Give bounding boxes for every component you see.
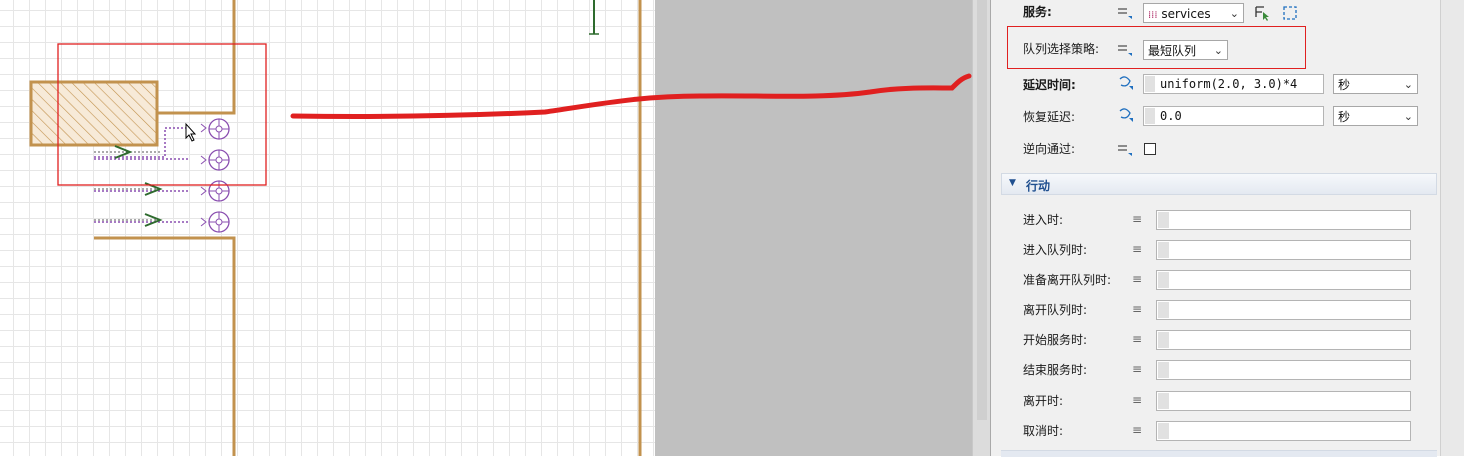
service-label: 服务: <box>1023 5 1052 19</box>
service-point-icon[interactable] <box>208 211 230 233</box>
properties-scrollbar[interactable] <box>972 0 991 456</box>
empty-panel-area <box>655 0 972 456</box>
static-value-mode-icon[interactable] <box>1118 44 1132 56</box>
pick-in-canvas-icon[interactable] <box>1283 6 1297 20</box>
queue-end-arrow-icon <box>200 123 207 133</box>
code-mode-icon[interactable]: ≡ <box>1132 272 1143 286</box>
recovery-delay-label: 恢复延迟: <box>1023 110 1076 124</box>
canvas-drawing <box>29 0 642 456</box>
on-exit-code-field[interactable] <box>1156 391 1411 411</box>
delay-unit-value: 秒 <box>1338 78 1351 92</box>
code-mode-icon[interactable]: ≡ <box>1132 393 1143 407</box>
on-cancel-code-field[interactable] <box>1156 421 1411 441</box>
action-label: 离开队列时: <box>1023 303 1088 317</box>
walls[interactable] <box>94 0 642 456</box>
field-gutter <box>1158 332 1169 348</box>
queue-line-1[interactable] <box>94 127 188 158</box>
field-gutter <box>1145 76 1155 92</box>
mouse-cursor-icon <box>185 122 197 142</box>
chevron-down-icon: ⌄ <box>1403 78 1413 91</box>
action-label: 开始服务时: <box>1023 333 1088 347</box>
flow-arrow-icon <box>144 213 163 227</box>
action-label: 取消时: <box>1023 424 1064 438</box>
recovery-delay-value: 0.0 <box>1160 109 1182 123</box>
on-service-end-code-field[interactable] <box>1156 360 1411 380</box>
reverse-pass-checkbox[interactable] <box>1144 143 1156 155</box>
highlight-box-policy <box>1007 26 1306 69</box>
reverse-pass-label: 逆向通过: <box>1023 142 1076 156</box>
service-point-icon[interactable] <box>208 118 230 140</box>
recovery-delay-input[interactable]: 0.0 <box>1143 106 1324 126</box>
queue-end-arrow-icon <box>200 155 207 165</box>
action-label: 结束服务时: <box>1023 363 1088 377</box>
actions-section-title: 行动 <box>1026 179 1051 193</box>
field-gutter <box>1158 423 1169 439</box>
flow-arrow-icon <box>114 145 133 159</box>
scrollbar-thumb[interactable] <box>977 0 987 420</box>
code-mode-icon[interactable]: ≡ <box>1132 212 1143 226</box>
action-label: 离开时: <box>1023 394 1064 408</box>
service-queues[interactable] <box>94 118 230 233</box>
queue-policy-label: 队列选择策略: <box>1023 42 1100 56</box>
dynamic-value-mode-icon[interactable] <box>1117 108 1133 122</box>
recovery-unit-dropdown[interactable]: 秒 ⌄ <box>1333 106 1418 126</box>
field-gutter <box>1158 212 1169 228</box>
field-gutter <box>1158 242 1169 258</box>
obstacle-area[interactable] <box>29 80 159 147</box>
queue-policy-dropdown[interactable]: 最短队列 ⌄ <box>1143 40 1228 60</box>
code-mode-icon[interactable]: ≡ <box>1132 242 1143 256</box>
service-value: services <box>1161 7 1211 21</box>
on-ready-exit-queue-code-field[interactable] <box>1156 270 1411 290</box>
service-point-icon[interactable] <box>208 149 230 171</box>
actions-section-header[interactable]: ▼ 行动 <box>1001 173 1437 195</box>
field-gutter <box>1158 393 1169 409</box>
code-mode-icon[interactable]: ≡ <box>1132 332 1143 346</box>
code-mode-icon[interactable]: ≡ <box>1132 362 1143 376</box>
agent-population-icon: ⁞⁞⁞ <box>1148 10 1158 21</box>
action-label: 进入时: <box>1023 213 1064 227</box>
field-gutter <box>1145 108 1155 124</box>
chevron-down-icon: ⌄ <box>1229 7 1239 20</box>
on-service-start-code-field[interactable] <box>1156 330 1411 350</box>
code-mode-icon[interactable]: ≡ <box>1132 302 1143 316</box>
properties-panel: 服务: ⁞⁞⁞ services ⌄ 队列选择策略: 最短队列 ⌄ 延迟时间: … <box>990 0 1464 457</box>
field-gutter <box>1158 272 1169 288</box>
queue-policy-value: 最短队列 <box>1148 44 1197 58</box>
delay-unit-dropdown[interactable]: 秒 ⌄ <box>1333 74 1418 94</box>
wall-upper[interactable] <box>157 0 236 115</box>
service-dropdown[interactable]: ⁞⁞⁞ services ⌄ <box>1143 3 1244 23</box>
queue-end-arrow-icon <box>200 186 207 196</box>
select-in-graph-icon[interactable] <box>1254 5 1270 21</box>
delay-time-input[interactable]: uniform(2.0, 3.0)*4 <box>1143 74 1324 94</box>
delay-time-value: uniform(2.0, 3.0)*4 <box>1160 77 1298 91</box>
on-enter-code-field[interactable] <box>1156 210 1411 230</box>
action-label: 准备离开队列时: <box>1023 273 1112 287</box>
model-canvas[interactable] <box>0 0 655 456</box>
highlight-box-canvas <box>57 43 267 186</box>
code-mode-icon[interactable]: ≡ <box>1132 423 1143 437</box>
delay-time-label: 延迟时间: <box>1023 78 1076 92</box>
action-label: 进入队列时: <box>1023 243 1088 257</box>
service-point-icon[interactable] <box>208 180 230 202</box>
static-value-mode-icon[interactable] <box>1118 7 1132 19</box>
on-enter-queue-code-field[interactable] <box>1156 240 1411 260</box>
next-section-header[interactable] <box>1001 450 1437 457</box>
recovery-unit-value: 秒 <box>1338 110 1351 124</box>
panel-side-strip <box>1440 0 1464 456</box>
on-exit-queue-code-field[interactable] <box>1156 300 1411 320</box>
chevron-down-icon: ⌄ <box>1213 44 1223 57</box>
wall-lower[interactable] <box>94 236 236 456</box>
collapse-triangle-icon: ▼ <box>1009 178 1016 188</box>
field-gutter <box>1158 302 1169 318</box>
queue-end-arrow-icon <box>200 217 207 227</box>
chevron-down-icon: ⌄ <box>1403 110 1413 123</box>
dynamic-value-mode-icon[interactable] <box>1117 76 1133 90</box>
field-gutter <box>1158 362 1169 378</box>
static-value-mode-icon[interactable] <box>1118 144 1132 156</box>
